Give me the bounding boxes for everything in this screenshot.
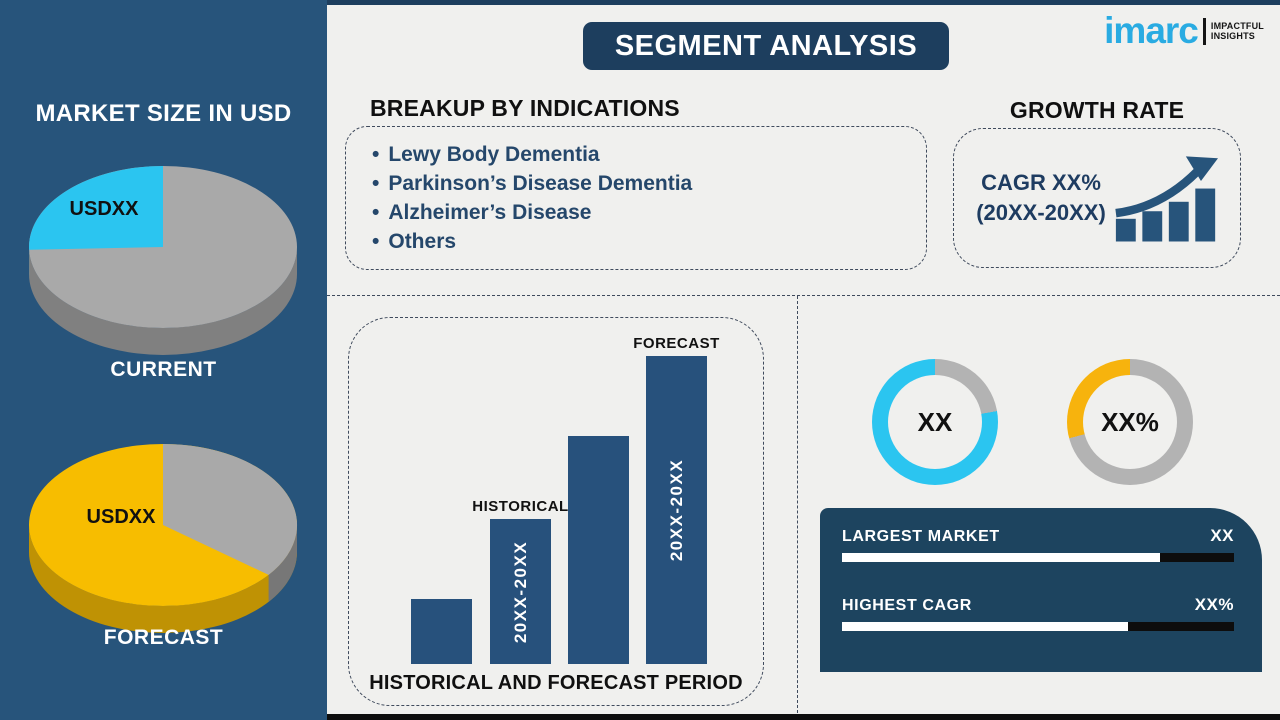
period-bar bbox=[568, 436, 629, 664]
period-bar: HISTORICAL 20XX-20XX bbox=[472, 498, 568, 664]
bottom-accent-strip bbox=[327, 714, 1280, 720]
highest-cagr-row: HIGHEST CAGR XX% bbox=[842, 595, 1234, 615]
forecast-pie-value-label: USDXX bbox=[86, 506, 156, 528]
period-bar-top-label: FORECAST bbox=[633, 335, 720, 352]
indication-item: • Alzheimer’s Disease bbox=[372, 201, 592, 224]
largest-market-value: XX bbox=[1210, 526, 1234, 545]
period-bar-range-label: 20XX-20XX bbox=[510, 540, 530, 643]
period-chart-caption: HISTORICAL AND FORECAST PERIOD bbox=[369, 672, 743, 694]
imarc-logo-wordmark: imarc bbox=[1104, 10, 1199, 51]
growth-rate-heading: GROWTH RATE bbox=[1009, 97, 1185, 123]
largest-market-label: LARGEST MARKET bbox=[842, 528, 1000, 545]
period-bar-chart-box: HISTORICAL 20XX-20XX FORECAST 20XX-20XX HIS… bbox=[348, 317, 764, 706]
logo-tagline: IMPACTFUL INSIGHTS bbox=[1210, 21, 1264, 41]
highest-cagr-value: XX% bbox=[1194, 595, 1234, 614]
growth-bars-arrow-icon bbox=[1115, 156, 1218, 242]
current-pie-value-label: USDXX bbox=[69, 198, 139, 220]
highest-cagr-donut-label: XX% bbox=[1101, 406, 1159, 437]
period-bar-range-label: 20XX-20XX bbox=[666, 458, 686, 562]
forecast-market-pie-chart bbox=[28, 443, 298, 633]
forecast-pie-caption: FORECAST bbox=[103, 626, 224, 649]
page-title-banner: SEGMENT ANALYSIS bbox=[583, 22, 949, 70]
highest-cagr-bar-rest bbox=[1128, 622, 1234, 631]
imarc-logo: imarc IMPACTFUL INSIGHTS bbox=[1104, 10, 1264, 51]
period-bar bbox=[411, 599, 472, 664]
page-title: SEGMENT ANALYSIS bbox=[614, 29, 918, 62]
indication-item: • Lewy Body Dementia bbox=[372, 143, 600, 166]
highest-cagr-bar bbox=[842, 622, 1234, 631]
horizontal-divider bbox=[327, 295, 1280, 296]
indications-heading: BREAKUP BY INDICATIONS bbox=[370, 95, 680, 121]
period-bar-top-label: HISTORICAL bbox=[472, 498, 569, 515]
sidebar-title: MARKET SIZE IN USD bbox=[35, 100, 292, 127]
largest-market-donut-chart: XX bbox=[872, 359, 998, 485]
summary-panel: LARGEST MARKET XX HIGHEST CAGR XX% bbox=[820, 508, 1262, 672]
largest-market-bar-rest bbox=[1159, 553, 1234, 562]
market-size-sidebar: MARKET SIZE IN USD USDXX CURRENT USDXX F… bbox=[0, 0, 327, 720]
largest-market-row: LARGEST MARKET XX bbox=[842, 526, 1234, 546]
indication-item: • Parkinson’s Disease Dementia bbox=[372, 172, 693, 195]
indication-item: • Others bbox=[372, 230, 457, 253]
highest-cagr-donut-chart: XX% bbox=[1067, 359, 1193, 485]
cagr-value-text: CAGR XX% (20XX-20XX) bbox=[976, 170, 1106, 225]
growth-rate-box: CAGR XX% (20XX-20XX) bbox=[953, 128, 1241, 268]
current-pie-caption: CURRENT bbox=[110, 358, 217, 381]
indications-list-box: • Lewy Body Dementia • Parkinson’s Disease … bbox=[345, 126, 927, 270]
largest-market-donut-label: XX bbox=[917, 406, 953, 437]
logo-divider bbox=[1202, 17, 1206, 45]
largest-market-bar bbox=[842, 553, 1234, 562]
highest-cagr-bar-fill bbox=[842, 622, 1129, 631]
largest-market-bar-fill bbox=[842, 553, 1160, 562]
period-bar-chart: HISTORICAL 20XX-20XX FORECAST 20XX-20XX bbox=[349, 334, 763, 664]
highest-cagr-label: HIGHEST CAGR bbox=[842, 597, 972, 614]
period-bar: FORECAST 20XX-20XX bbox=[633, 335, 719, 664]
current-market-pie-chart bbox=[28, 165, 298, 355]
top-accent-strip bbox=[0, 0, 1280, 5]
vertical-divider bbox=[797, 296, 798, 713]
indications-list: • Lewy Body Dementia • Parkinson’s Disease … bbox=[372, 140, 916, 256]
